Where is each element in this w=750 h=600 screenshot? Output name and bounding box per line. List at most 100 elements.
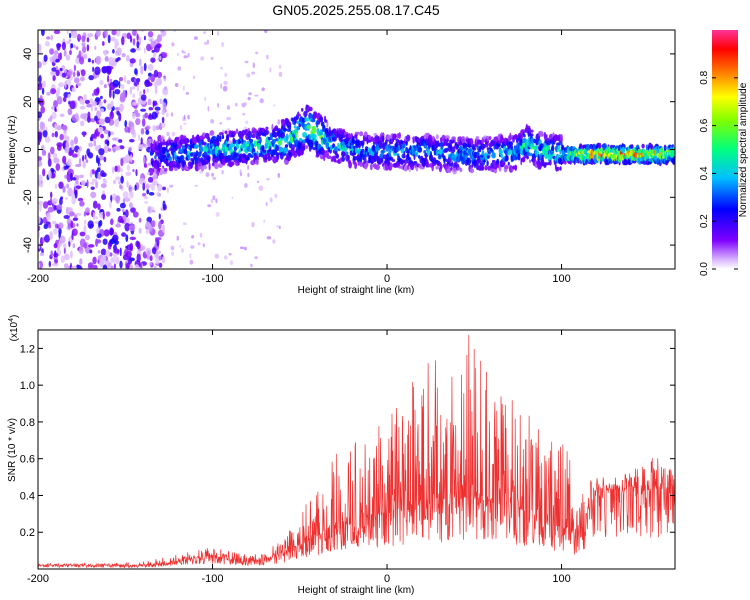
spectrogram-cell — [354, 146, 358, 154]
spectrogram-cell — [207, 136, 211, 143]
spectrogram-cell — [392, 134, 398, 138]
spectrogram-cell — [112, 79, 120, 87]
spectrogram-cell — [63, 165, 68, 170]
spectrogram-cell — [103, 84, 107, 89]
spectrogram-cell — [108, 262, 112, 267]
spectrogram-cell — [115, 30, 121, 37]
spectrogram-cell — [229, 260, 234, 266]
spectrogram-cell — [128, 224, 136, 232]
spectrogram-cell — [338, 133, 344, 140]
spectrogram-cell — [171, 147, 177, 151]
spectrogram-cell — [41, 80, 47, 88]
spectrogram-cell — [60, 196, 63, 200]
spectrogram-cell — [44, 136, 51, 143]
spectrogram-cell — [193, 144, 199, 149]
spectrogram-cell — [160, 30, 165, 33]
spectrogram-cell — [130, 48, 136, 53]
spectrogram-cell — [83, 242, 88, 249]
spectrogram-cell — [145, 183, 150, 190]
spectrogram-cell — [128, 184, 132, 193]
spectrogram-cell — [62, 186, 66, 193]
y-tick-label: -40 — [22, 237, 34, 253]
spectrogram-cell — [451, 139, 456, 143]
spectrogram-cell — [111, 166, 115, 174]
spectrogram-cell — [74, 190, 78, 199]
spectrogram-cell — [51, 132, 55, 138]
spectrogram-cell — [71, 31, 76, 39]
spectrogram-cell — [95, 180, 98, 189]
spectrogram-cell — [64, 80, 67, 89]
spectrogram-cell — [112, 49, 115, 54]
spectrogram-cell — [309, 106, 313, 112]
spectrogram-cell — [75, 180, 79, 184]
spectrogram-cell — [177, 66, 182, 71]
spectrogram-cell — [67, 93, 71, 99]
spectrogram-cell — [146, 220, 149, 223]
spectrogram-cell — [113, 253, 118, 258]
spectrogram-cell — [215, 198, 218, 204]
spectrogram-cell — [109, 87, 112, 94]
y-tick-label: 0.6 — [20, 454, 35, 466]
spectrogram-cell — [461, 136, 466, 144]
spectrogram-cell — [143, 62, 147, 72]
spectrogram-cell — [202, 165, 208, 170]
spectrogram-cell — [79, 145, 82, 152]
spectrogram-cell — [110, 100, 114, 108]
spectrogram-cell — [206, 39, 210, 45]
spectrogram-cell — [220, 83, 223, 89]
spectrogram-cell — [41, 149, 47, 156]
spectrogram-cell — [210, 119, 215, 124]
spectrogram-cell — [337, 142, 340, 148]
spectrogram-cell — [531, 129, 534, 133]
spectrogram-cell — [107, 148, 112, 152]
spectrogram-cell — [168, 156, 172, 162]
spectrogram-cell — [244, 60, 249, 64]
spectrogram-cell — [221, 134, 225, 140]
y-tick-label: 40 — [22, 48, 34, 60]
spectrogram-cell — [176, 162, 181, 170]
spectrogram-cell — [97, 250, 101, 254]
spectrogram-cell — [200, 56, 205, 61]
spectrogram-cell — [89, 136, 93, 142]
spectrogram-cell — [58, 181, 64, 189]
spectrogram-cell — [246, 157, 250, 161]
spectrogram-cell — [73, 44, 76, 49]
spectrogram-cell — [630, 144, 634, 149]
y-tick-label: 0.2 — [20, 527, 35, 539]
spectrogram-cell — [120, 175, 124, 184]
spectrogram-cell — [159, 98, 163, 105]
spectrogram-cell — [160, 208, 164, 211]
spectrogram-cell — [277, 119, 280, 125]
spectrogram-cell — [152, 126, 157, 131]
spectrogram-cell — [372, 144, 375, 152]
spectrogram-cell — [557, 145, 561, 150]
colorbar-tick-label: 0.8 — [699, 70, 710, 84]
spectrogram-cell — [529, 152, 533, 157]
spectrogram-cell — [197, 242, 201, 246]
spectrogram-cell — [115, 50, 119, 56]
spectrogram-cell — [406, 134, 411, 142]
spectrogram-cell — [52, 75, 56, 82]
spectrogram-cell — [183, 55, 188, 59]
spectrogram-x-axis-label: Height of straight line (km) — [298, 285, 415, 296]
spectrogram-cell — [129, 190, 134, 199]
spectrogram-cell — [577, 160, 580, 164]
colorbar-tick-label: 0.6 — [699, 118, 710, 132]
spectrogram-cell — [38, 262, 41, 269]
snr-x-ticks: -200 -100 0 100 — [27, 330, 571, 585]
spectrogram-cell — [190, 245, 195, 249]
spectrogram-cell — [144, 145, 148, 149]
spectrogram-cell — [38, 49, 42, 55]
spectrogram-cell — [122, 191, 129, 199]
spectrogram-cell — [562, 151, 566, 156]
spectrogram-cell — [449, 143, 453, 149]
spectrogram-cell — [364, 146, 369, 153]
spectrogram-cell — [77, 197, 84, 202]
spectrogram-cell — [514, 164, 518, 171]
spectrogram-cell — [80, 113, 87, 120]
spectrogram-cell — [148, 192, 155, 196]
spectrogram-cell — [71, 196, 77, 205]
spectrogram-cell — [312, 133, 317, 139]
spectrogram-cell — [73, 64, 76, 72]
spectrogram-cell — [71, 144, 74, 151]
